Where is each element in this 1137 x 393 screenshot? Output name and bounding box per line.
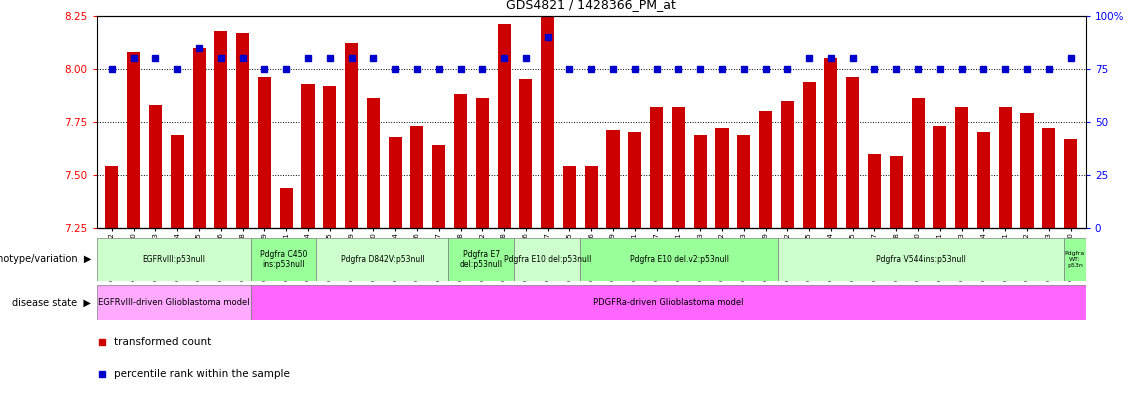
Bar bbox=[672, 107, 684, 228]
Text: Pdgfra
WT:
p53n: Pdgfra WT: p53n bbox=[1064, 251, 1085, 268]
Bar bbox=[760, 111, 772, 228]
Bar bbox=[106, 166, 118, 228]
Bar bbox=[301, 84, 315, 228]
Bar bbox=[563, 166, 576, 228]
Bar bbox=[475, 99, 489, 228]
Bar bbox=[97, 285, 250, 320]
Text: Pdgfra V544ins:p53null: Pdgfra V544ins:p53null bbox=[875, 255, 966, 264]
Bar bbox=[389, 137, 401, 228]
Bar bbox=[912, 99, 924, 228]
Bar bbox=[97, 238, 250, 281]
Bar bbox=[890, 156, 903, 228]
Bar bbox=[316, 238, 448, 281]
Text: EGFRvIII-driven Glioblastoma model: EGFRvIII-driven Glioblastoma model bbox=[98, 298, 249, 307]
Bar bbox=[127, 52, 140, 228]
Bar bbox=[514, 238, 580, 281]
Bar bbox=[998, 107, 1012, 228]
Bar bbox=[977, 132, 990, 228]
Text: transformed count: transformed count bbox=[115, 338, 211, 347]
Text: percentile rank within the sample: percentile rank within the sample bbox=[115, 369, 290, 379]
Text: PDGFRa-driven Glioblastoma model: PDGFRa-driven Glioblastoma model bbox=[592, 298, 744, 307]
Bar bbox=[715, 128, 729, 228]
Bar bbox=[448, 238, 514, 281]
Bar bbox=[868, 154, 881, 228]
Bar bbox=[250, 238, 316, 281]
Bar bbox=[192, 48, 206, 228]
Bar bbox=[650, 107, 663, 228]
Bar bbox=[214, 31, 227, 228]
Bar bbox=[606, 130, 620, 228]
Text: Pdgfra D842V:p53null: Pdgfra D842V:p53null bbox=[341, 255, 424, 264]
Bar bbox=[737, 134, 750, 228]
Bar bbox=[803, 81, 815, 228]
Bar bbox=[1064, 139, 1077, 228]
Text: Pdgfra C450
ins:p53null: Pdgfra C450 ins:p53null bbox=[260, 250, 307, 269]
Bar bbox=[1043, 128, 1055, 228]
Bar bbox=[824, 58, 838, 228]
Bar bbox=[345, 43, 358, 228]
Text: disease state  ▶: disease state ▶ bbox=[13, 298, 91, 308]
Bar bbox=[584, 166, 598, 228]
Bar bbox=[933, 126, 946, 228]
Bar bbox=[454, 94, 467, 228]
Bar bbox=[367, 99, 380, 228]
Bar bbox=[149, 105, 161, 228]
Text: EGFRvIII:p53null: EGFRvIII:p53null bbox=[142, 255, 205, 264]
Bar bbox=[1021, 113, 1034, 228]
Bar bbox=[410, 126, 423, 228]
Bar bbox=[323, 86, 337, 228]
Bar bbox=[432, 145, 446, 228]
Bar bbox=[498, 24, 511, 228]
Text: Pdgfra E7
del:p53null: Pdgfra E7 del:p53null bbox=[459, 250, 503, 269]
Text: Pdgfra E10 del:p53null: Pdgfra E10 del:p53null bbox=[504, 255, 591, 264]
Bar bbox=[781, 101, 794, 228]
Bar bbox=[846, 77, 860, 228]
Bar bbox=[250, 285, 1086, 320]
Bar bbox=[280, 187, 292, 228]
Bar bbox=[258, 77, 271, 228]
Bar bbox=[778, 238, 1064, 281]
Bar bbox=[580, 238, 778, 281]
Bar bbox=[694, 134, 707, 228]
Text: genotype/variation  ▶: genotype/variation ▶ bbox=[0, 254, 91, 264]
Bar bbox=[171, 134, 184, 228]
Bar bbox=[629, 132, 641, 228]
Bar bbox=[541, 11, 554, 228]
Bar bbox=[1064, 238, 1086, 281]
Text: Pdgfra E10 del.v2:p53null: Pdgfra E10 del.v2:p53null bbox=[630, 255, 729, 264]
Bar bbox=[955, 107, 969, 228]
Bar bbox=[520, 79, 532, 228]
Text: GDS4821 / 1428366_PM_at: GDS4821 / 1428366_PM_at bbox=[506, 0, 677, 11]
Bar bbox=[236, 33, 249, 228]
